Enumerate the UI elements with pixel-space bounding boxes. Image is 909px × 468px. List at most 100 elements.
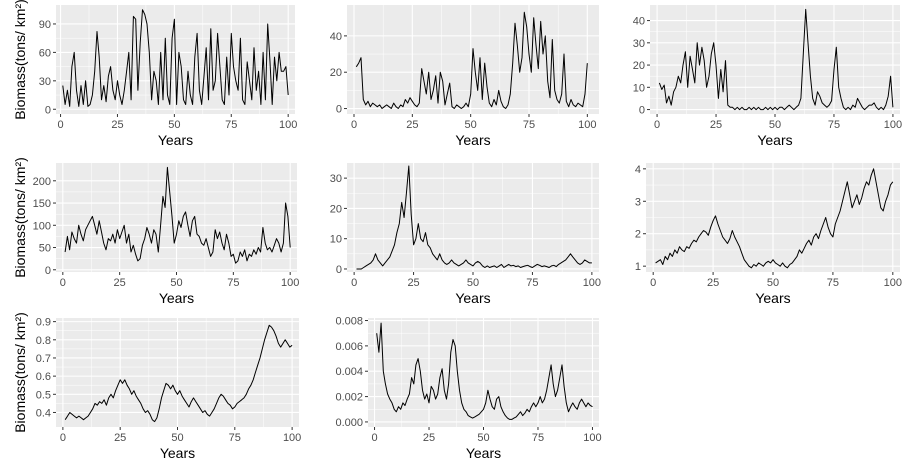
y-tick-label: 1 [635, 261, 641, 273]
x-tick-label: 75 [227, 277, 239, 289]
y-tick-label: 10 [330, 234, 342, 246]
y-tick-label: 40 [330, 31, 342, 43]
x-axis-title: Years [466, 445, 501, 461]
y-tick-label: 0.6 [36, 371, 51, 383]
y-tick-label: 0 [336, 104, 342, 116]
chart-panel-6: 0 25 50 75 100 1 2 3 4 Years [635, 163, 902, 306]
x-tick-label: 0 [60, 432, 66, 444]
x-tick-label: 25 [710, 119, 722, 131]
y-tick-label: 30 [39, 76, 51, 88]
x-axis-title: Years [160, 445, 195, 461]
x-tick-label: 100 [578, 119, 596, 131]
y-tick-label: 4 [635, 164, 641, 176]
x-tick-label: 100 [583, 432, 601, 444]
x-tick-label: 25 [111, 119, 123, 131]
y-tick-label: 0.5 [36, 389, 51, 401]
x-tick-label: 0 [351, 277, 357, 289]
x-tick-label: 0 [654, 119, 660, 131]
x-tick-label: 25 [423, 432, 435, 444]
y-tick-label: 0 [45, 104, 51, 116]
x-tick-label: 75 [532, 432, 544, 444]
chart-panel-8: 0 25 50 75 100 0.000 0.002 0.004 0.006 0.008 Years [335, 316, 601, 461]
x-tick-label: 50 [170, 277, 182, 289]
chart-panel-5: 0 25 50 75 100 0 10 20 30 Years [330, 163, 601, 306]
y-tick-label: 3 [635, 196, 641, 208]
x-tick-label: 100 [281, 277, 299, 289]
y-tick-label: 20 [330, 203, 342, 215]
y-tick-label: 0 [639, 105, 645, 117]
x-tick-label: 75 [225, 119, 237, 131]
series-line [376, 322, 593, 420]
x-tick-label: 75 [229, 432, 241, 444]
x-tick-label: 25 [406, 119, 418, 131]
y-tick-label: 0.004 [335, 366, 363, 378]
series-line [655, 168, 894, 269]
x-tick-label: 100 [283, 432, 301, 444]
x-tick-label: 0 [650, 277, 656, 289]
x-tick-label: 75 [828, 119, 840, 131]
y-tick-label: 0 [45, 265, 51, 277]
y-tick-label: 90 [39, 19, 51, 31]
panel-background [347, 5, 599, 114]
y-tick-label: 100 [33, 220, 51, 232]
y-tick-label: 50 [39, 243, 51, 255]
x-tick-label: 25 [114, 277, 126, 289]
y-tick-label: 40 [633, 16, 645, 28]
x-tick-label: 75 [523, 119, 535, 131]
y-tick-label: 60 [39, 47, 51, 59]
x-tick-label: 25 [407, 277, 419, 289]
x-tick-label: 50 [465, 119, 477, 131]
x-axis-title: Years [755, 290, 790, 306]
x-tick-label: 100 [884, 277, 902, 289]
y-tick-label: 0.008 [335, 316, 363, 328]
y-axis-title: Biomass(tons/ km²) [12, 312, 28, 433]
y-tick-label: 2 [635, 229, 641, 241]
x-axis-title: Years [159, 290, 194, 306]
y-tick-label: 0.8 [36, 335, 51, 347]
y-tick-label: 0.006 [335, 341, 363, 353]
x-tick-label: 50 [467, 277, 479, 289]
chart-panel-3: 0 25 50 75 100 0 10 20 30 40 Years [633, 5, 902, 148]
chart-panel-4: 0 25 50 75 100 0 50 100 150 200 Years Biomass(tons/… [12, 157, 299, 306]
series-line [355, 11, 588, 109]
x-tick-label: 75 [526, 277, 538, 289]
y-tick-label: 10 [633, 82, 645, 94]
series-line [356, 165, 592, 270]
y-tick-label: 150 [33, 198, 51, 210]
series-line [658, 8, 894, 111]
y-tick-label: 0 [336, 264, 342, 276]
x-axis-title: Years [455, 290, 490, 306]
chart-panel-1: 0 25 50 75 100 0 30 60 90 Years Biomass(tons/ km²) [12, 0, 297, 148]
x-axis-title: Years [757, 132, 792, 148]
y-tick-label: 0.9 [36, 317, 51, 329]
x-tick-label: 0 [57, 119, 63, 131]
series-line [64, 166, 291, 264]
y-tick-label: 30 [633, 38, 645, 50]
x-tick-label: 100 [884, 119, 902, 131]
y-tick-label: 0.000 [335, 417, 363, 429]
x-tick-label: 50 [171, 432, 183, 444]
x-tick-label: 50 [168, 119, 180, 131]
x-tick-label: 75 [827, 277, 839, 289]
y-tick-label: 200 [33, 176, 51, 188]
series-line [64, 324, 293, 423]
x-tick-label: 50 [767, 277, 779, 289]
x-tick-label: 100 [583, 277, 601, 289]
series-line [62, 9, 289, 107]
chart-panel-2: 0 25 50 75 100 0 20 40 Years [330, 5, 599, 148]
y-tick-label: 30 [330, 173, 342, 185]
y-axis-title: Biomass(tons/ km²) [12, 0, 28, 120]
x-axis-title: Years [455, 132, 490, 148]
y-axis-title: Biomass(tons/ km²) [12, 157, 28, 278]
y-tick-label: 0.4 [36, 407, 51, 419]
x-tick-label: 0 [60, 277, 66, 289]
y-tick-label: 0.7 [36, 353, 51, 365]
y-tick-label: 20 [330, 67, 342, 79]
chart-panel-7: 0 25 50 75 100 0.4 0.5 0.6 0.7 0.8 0.9 Years Biomass… [12, 312, 301, 461]
x-tick-label: 50 [769, 119, 781, 131]
x-tick-label: 100 [279, 119, 297, 131]
y-tick-label: 20 [633, 60, 645, 72]
x-tick-label: 0 [351, 119, 357, 131]
x-axis-title: Years [158, 132, 193, 148]
